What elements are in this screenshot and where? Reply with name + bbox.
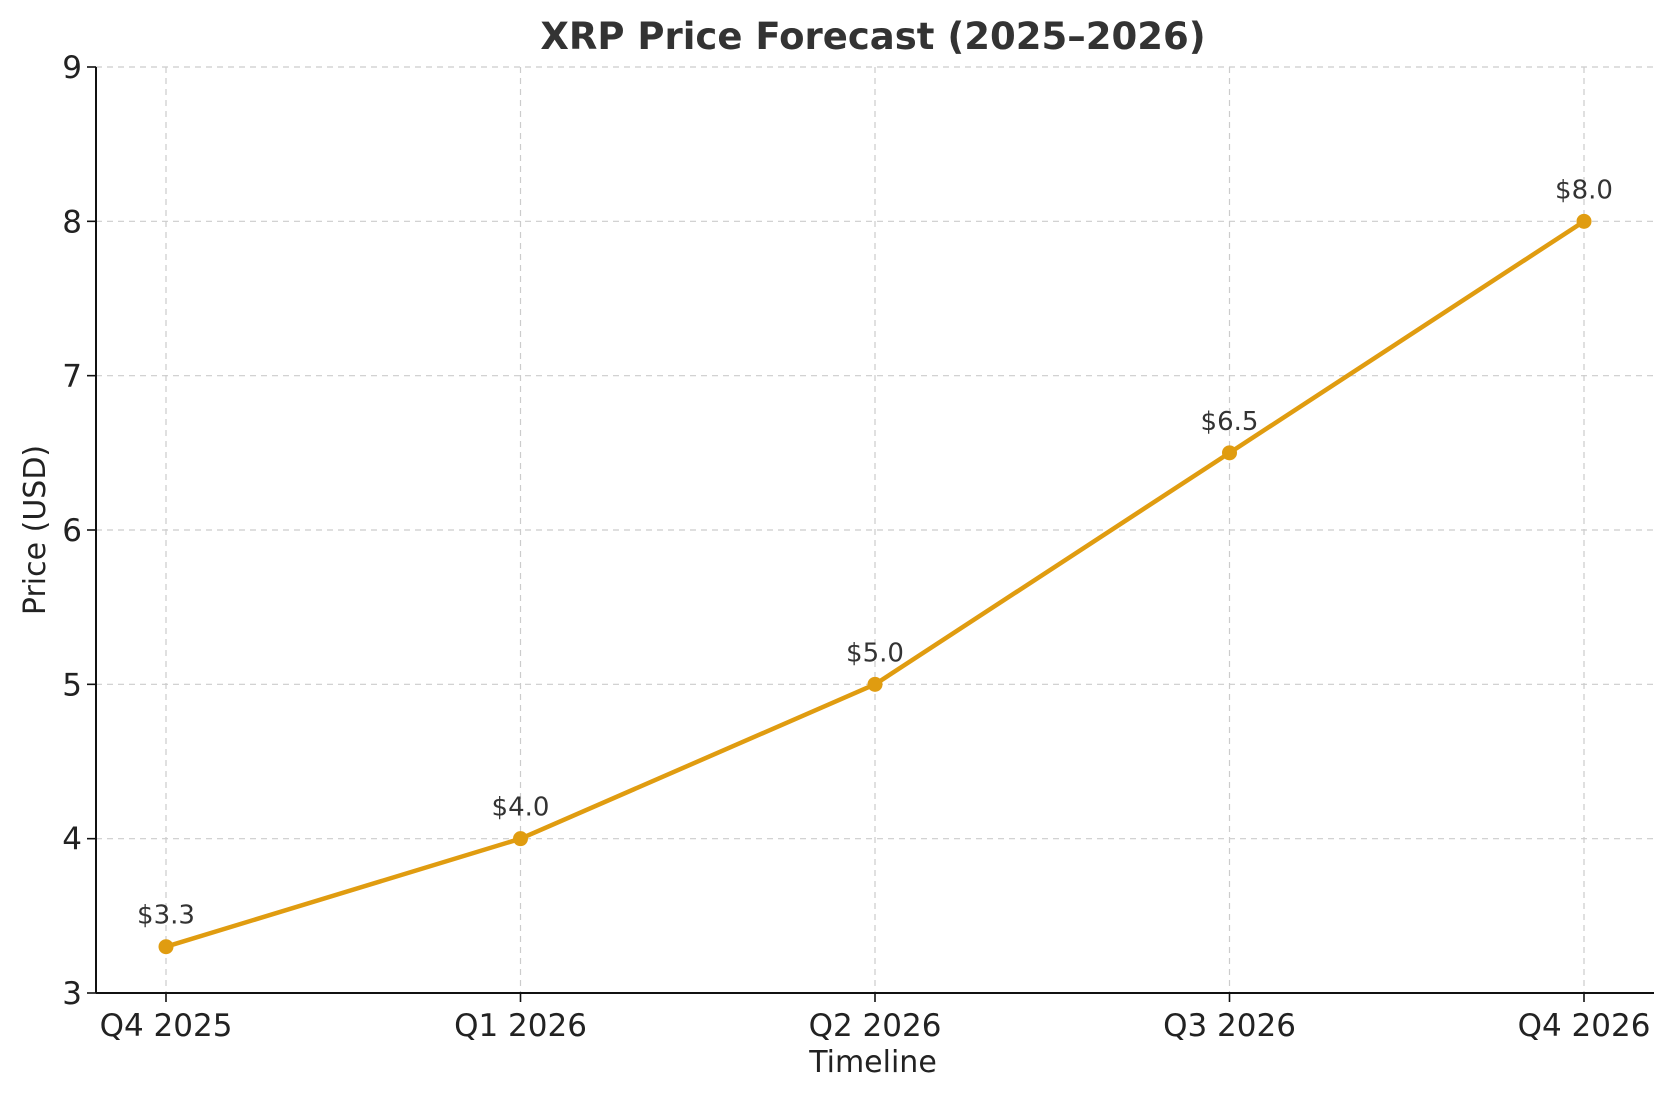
grid-lines <box>96 66 1654 994</box>
data-point <box>867 676 883 692</box>
axes <box>87 66 1654 1002</box>
x-axis-label: Timeline <box>808 1045 937 1080</box>
y-axis-label: Price (USD) <box>18 445 53 615</box>
data-labels: $3.3 $4.0 $5.0 $6.5 $8.0 <box>137 175 1613 930</box>
data-label: $8.0 <box>1555 175 1613 205</box>
x-tick-label: Q4 2026 <box>1518 1008 1651 1044</box>
x-tick-label: Q2 2026 <box>809 1008 942 1044</box>
data-point <box>158 939 174 955</box>
data-point <box>1576 213 1592 229</box>
x-tick-label: Q1 2026 <box>454 1008 587 1044</box>
y-tick-label: 3 <box>62 976 82 1012</box>
series-line-layer <box>158 213 1592 955</box>
y-tick-label: 8 <box>62 204 82 240</box>
data-label: $3.3 <box>137 901 195 931</box>
y-tick-label: 4 <box>62 822 82 858</box>
x-tick-label: Q3 2026 <box>1163 1008 1296 1044</box>
data-label: $6.5 <box>1201 407 1259 437</box>
x-tick-label: Q4 2025 <box>100 1008 233 1044</box>
y-tick-label: 5 <box>62 667 82 703</box>
data-point <box>1222 445 1237 461</box>
chart-title: XRP Price Forecast (2025–2026) <box>540 15 1205 58</box>
data-label: $5.0 <box>846 638 904 668</box>
y-tick-label: 6 <box>62 513 82 549</box>
tick-labels: 3 4 5 6 7 8 9 Q4 2025 Q1 2026 Q2 2026 Q3 2026 Q4 20… <box>62 50 1650 1044</box>
y-tick-label: 9 <box>62 50 82 86</box>
data-point <box>513 831 528 847</box>
y-tick-label: 7 <box>62 359 82 395</box>
data-label: $4.0 <box>492 793 550 823</box>
